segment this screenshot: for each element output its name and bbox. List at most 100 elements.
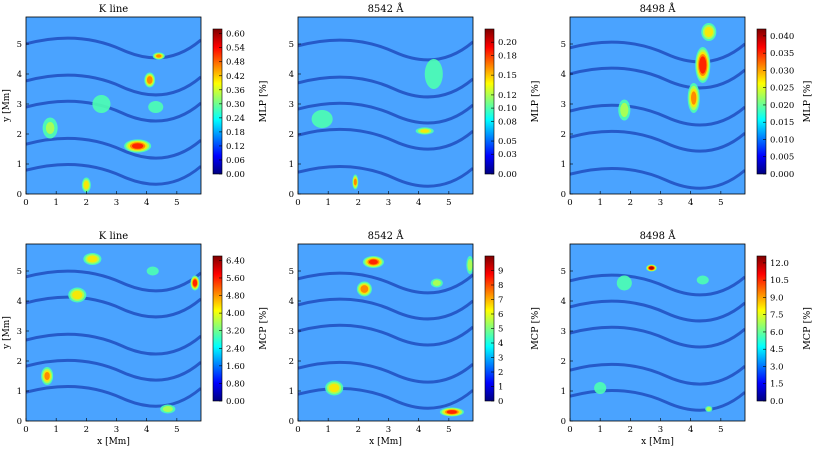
panel-title: K line <box>99 4 128 15</box>
hotspot <box>356 281 372 297</box>
colorbar-tick-label: 0.06 <box>226 156 245 166</box>
x-tick-label: 1 <box>325 198 330 208</box>
colorbar-tick-label: 2 <box>498 368 503 378</box>
colorbar-tick-label: 0.025 <box>770 84 794 94</box>
y-tick-label: 4 <box>561 297 566 307</box>
y-tick-label: 3 <box>17 327 22 337</box>
dark-lane <box>26 36 201 60</box>
colorbar-tick-label: 7.5 <box>770 311 784 321</box>
x-tick-label: 0 <box>295 198 300 208</box>
heatmap-background <box>298 17 473 194</box>
x-tick-label: 4 <box>416 425 421 435</box>
dark-lane <box>570 299 745 323</box>
x-tick-label: 1 <box>325 425 330 435</box>
plot-frame <box>25 16 202 195</box>
x-axis-label: x [Mm] <box>641 437 674 447</box>
dark-lane <box>298 323 473 347</box>
heatmap-panel: 8542 Å 0 1 2 3 4 5 0 1 2 3 4 5 x [Mm] 0 1 2 3 4 5 6 7 8 9 MCP [%… <box>289 230 541 447</box>
colorbar-tick-label: 0.18 <box>226 128 245 138</box>
x-tick-label: 4 <box>688 198 693 208</box>
x-tick-label: 3 <box>114 425 119 435</box>
x-tick-label: 1 <box>597 425 602 435</box>
colorbar-tick-label: 0.10 <box>498 104 517 114</box>
hotspot <box>83 253 102 265</box>
colorbar-tick-label: 3.0 <box>770 362 784 372</box>
x-tick-label: 4 <box>416 198 421 208</box>
x-tick-label: 3 <box>386 198 391 208</box>
x-tick-label: 0 <box>567 425 572 435</box>
dark-lane <box>570 362 745 386</box>
x-axis-label: x [Mm] <box>97 437 130 447</box>
dark-lane <box>298 165 473 188</box>
y-tick-label: 1 <box>289 160 294 170</box>
heatmap-background <box>26 17 201 194</box>
x-tick-label: 1 <box>53 198 58 208</box>
colorbar-tick-label: 6.0 <box>770 328 784 338</box>
hotspot <box>424 59 443 89</box>
plot-frame <box>569 16 746 195</box>
x-tick-label: 2 <box>356 425 361 435</box>
y-tick-label: 5 <box>561 40 566 50</box>
y-tick-label: 4 <box>17 70 22 80</box>
y-tick-label: 3 <box>561 327 566 337</box>
colorbar-tick-label: 4.5 <box>770 345 784 355</box>
colorbar-tick-label: 8 <box>498 281 503 291</box>
x-tick-label: 5 <box>174 425 179 435</box>
colorbar-tick-label: 1 <box>498 383 503 393</box>
hotspot <box>687 83 700 113</box>
hotspot <box>146 266 159 276</box>
x-tick-label: 2 <box>356 198 361 208</box>
colorbar-label: MCP [%] <box>530 307 541 350</box>
dark-lane <box>298 101 473 125</box>
colorbar-tick-label: 1.60 <box>226 362 245 372</box>
colorbar-tick-label: 0.54 <box>226 44 245 54</box>
colorbar: 0.000 0.005 0.010 0.015 0.020 0.025 0.030 0.035… <box>756 28 813 180</box>
dark-lane <box>26 269 201 293</box>
plot-frame <box>297 243 474 422</box>
colorbar-tick-label: 5.60 <box>226 274 245 284</box>
y-tick-label: 5 <box>289 267 294 277</box>
colorbar-tick-label: 2.40 <box>226 344 245 354</box>
y-tick-label: 0 <box>289 190 294 200</box>
x-tick-label: 0 <box>567 198 572 208</box>
colorbar-tick-label: 6.40 <box>226 256 245 266</box>
x-tick-label: 3 <box>658 425 663 435</box>
y-axis-label: y [Mm] <box>2 316 12 350</box>
x-tick-label: 0 <box>23 425 28 435</box>
x-tick-label: 5 <box>718 425 723 435</box>
colorbar-tick-label: 7 <box>498 296 503 306</box>
colorbar-tick-label: 0.00 <box>226 397 245 407</box>
colorbar-tick-label: 0.000 <box>770 170 794 180</box>
colorbar-tick-label: 0.60 <box>226 30 245 40</box>
x-axis-label: x [Mm] <box>369 437 402 447</box>
colorbar-tick-label: 1.5 <box>770 380 784 390</box>
dark-lane <box>298 38 473 62</box>
heatmap-panel: 8542 Å0 1 2 3 4 50123450.000.030.050.080.100.… <box>289 3 541 208</box>
x-tick-label: 2 <box>84 425 89 435</box>
y-tick-label: 0 <box>561 190 566 200</box>
heatmap-background <box>570 244 745 421</box>
x-tick-label: 5 <box>446 198 451 208</box>
x-tick-label: 1 <box>597 198 602 208</box>
y-tick-label: 0 <box>561 417 566 427</box>
hotspot <box>68 287 87 303</box>
colorbar-scale <box>212 255 223 402</box>
plot-frame <box>569 243 746 422</box>
colorbar-tick-label: 0.010 <box>770 135 794 145</box>
hotspot <box>311 110 333 128</box>
hotspot <box>41 367 54 385</box>
y-tick-label: 4 <box>561 70 566 80</box>
dark-lane <box>570 40 745 64</box>
y-tick-label: 4 <box>289 70 294 80</box>
colorbar-tick-label: 0.24 <box>226 114 245 124</box>
panel-title: 8542 Å <box>368 230 405 242</box>
colorbar-tick-label: 0.040 <box>770 32 794 42</box>
hotspot <box>646 264 657 272</box>
y-tick-label: 5 <box>561 267 566 277</box>
colorbar-tick-label: 0.005 <box>770 153 794 163</box>
dark-lane <box>26 99 201 123</box>
colorbar-tick-label: 0.00 <box>498 170 517 180</box>
dark-lane <box>26 73 201 97</box>
hotspot <box>325 380 344 396</box>
hotspot <box>124 139 152 153</box>
